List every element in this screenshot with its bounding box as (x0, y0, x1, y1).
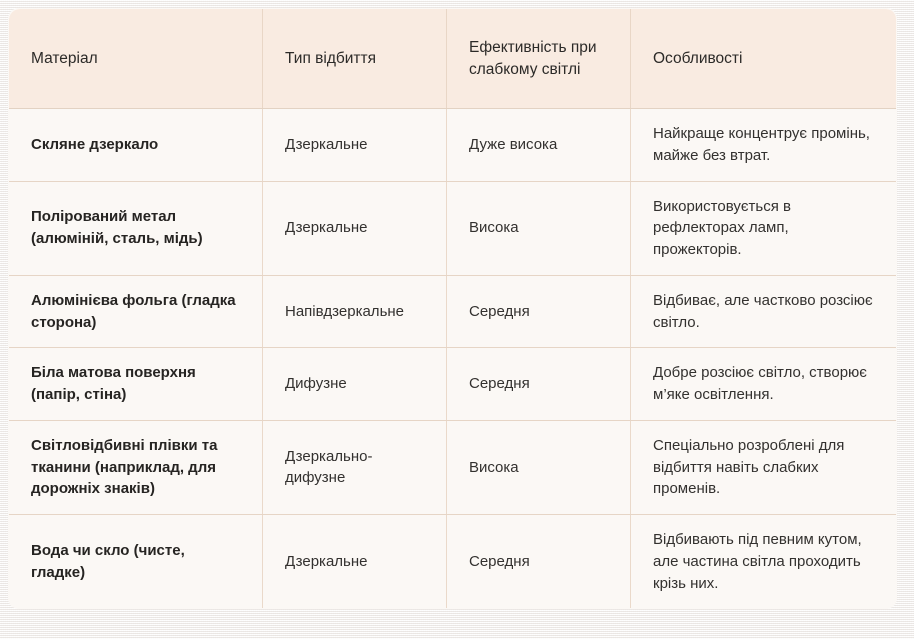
cell-kind: Дифузне (262, 347, 447, 421)
column-header-kind: Тип відбиття (262, 9, 447, 109)
cell-effect: Середня (446, 514, 631, 609)
table-body: Скляне дзеркало Дзеркальне Дуже висока Н… (9, 108, 896, 609)
cell-kind: Дзеркальне (262, 108, 447, 182)
cell-note: Відбиває, але частково розсіює світло. (630, 275, 896, 349)
cell-effect: Висока (446, 420, 631, 516)
column-header-effect: Ефективність при слабкому світлі (446, 9, 631, 109)
cell-effect: Висока (446, 181, 631, 276)
cell-material: Світловідбивні плівки та тканини (наприк… (9, 420, 263, 516)
cell-kind: Напівдзеркальне (262, 275, 447, 349)
cell-kind: Дзеркально-дифузне (262, 420, 447, 516)
cell-material: Вода чи скло (чисте, гладке) (9, 514, 263, 609)
cell-note: Найкраще концентрує промінь, майже без в… (630, 108, 896, 182)
cell-effect: Середня (446, 347, 631, 421)
table-header: Матеріал Тип відбиття Ефективність при с… (9, 9, 896, 109)
reflection-materials-table-container: Матеріал Тип відбиття Ефективність при с… (8, 8, 897, 610)
table-header-row: Матеріал Тип відбиття Ефективність при с… (9, 9, 896, 109)
cell-note: Спеціально розроблені для відбиття навіт… (630, 420, 896, 516)
reflection-materials-table: Матеріал Тип відбиття Ефективність при с… (8, 8, 897, 610)
table-row: Світловідбивні плівки та тканини (наприк… (9, 420, 896, 516)
cell-material: Полірований метал (алюміній, сталь, мідь… (9, 181, 263, 276)
cell-material: Алюмінієва фольга (гладка сторона) (9, 275, 263, 349)
cell-effect: Дуже висока (446, 108, 631, 182)
cell-note: Добре розсіює світло, створює м’яке осві… (630, 347, 896, 421)
table-row: Полірований метал (алюміній, сталь, мідь… (9, 181, 896, 276)
column-header-material: Матеріал (9, 9, 263, 109)
cell-material: Біла матова поверхня (папір, стіна) (9, 347, 263, 421)
cell-note: Використовується в рефлекторах ламп, про… (630, 181, 896, 276)
cell-kind: Дзеркальне (262, 181, 447, 276)
cell-material: Скляне дзеркало (9, 108, 263, 182)
table-row: Вода чи скло (чисте, гладке) Дзеркальне … (9, 514, 896, 609)
column-header-note: Особливості (630, 9, 896, 109)
table-row: Скляне дзеркало Дзеркальне Дуже висока Н… (9, 108, 896, 182)
cell-effect: Середня (446, 275, 631, 349)
table-row: Біла матова поверхня (папір, стіна) Дифу… (9, 347, 896, 421)
table-row: Алюмінієва фольга (гладка сторона) Напів… (9, 275, 896, 349)
cell-kind: Дзеркальне (262, 514, 447, 609)
cell-note: Відбивають під певним кутом, але частина… (630, 514, 896, 609)
